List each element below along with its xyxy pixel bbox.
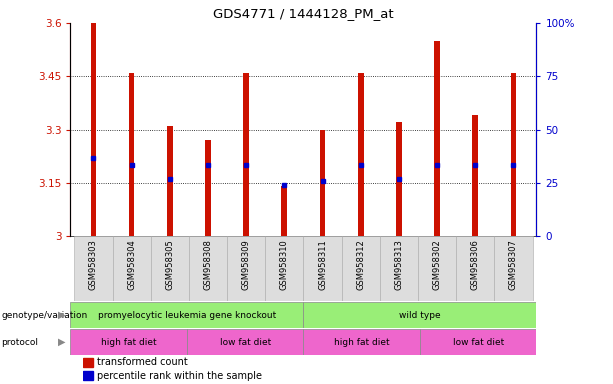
Text: GSM958312: GSM958312 — [356, 239, 365, 290]
Bar — [243, 73, 249, 236]
FancyBboxPatch shape — [227, 236, 265, 301]
Bar — [83, 371, 93, 380]
FancyBboxPatch shape — [113, 236, 151, 301]
Bar — [91, 23, 96, 236]
Text: GSM958309: GSM958309 — [242, 239, 251, 290]
Bar — [129, 73, 134, 236]
Bar — [205, 140, 211, 236]
FancyBboxPatch shape — [303, 329, 420, 355]
FancyBboxPatch shape — [265, 236, 303, 301]
Text: protocol: protocol — [1, 338, 38, 347]
Text: GSM958306: GSM958306 — [471, 239, 480, 290]
FancyBboxPatch shape — [189, 236, 227, 301]
Text: GSM958313: GSM958313 — [394, 239, 403, 290]
Text: promyelocytic leukemia gene knockout: promyelocytic leukemia gene knockout — [98, 311, 276, 320]
FancyBboxPatch shape — [380, 236, 418, 301]
Text: transformed count: transformed count — [97, 358, 188, 367]
FancyBboxPatch shape — [151, 236, 189, 301]
Bar — [511, 73, 516, 236]
Text: wild type: wild type — [399, 311, 441, 320]
Bar — [83, 358, 93, 367]
FancyBboxPatch shape — [70, 302, 303, 328]
Text: ▶: ▶ — [58, 310, 66, 320]
Bar — [319, 130, 326, 236]
FancyBboxPatch shape — [70, 329, 187, 355]
Text: GSM958305: GSM958305 — [166, 239, 174, 290]
FancyBboxPatch shape — [303, 302, 536, 328]
Title: GDS4771 / 1444128_PM_at: GDS4771 / 1444128_PM_at — [213, 7, 394, 20]
FancyBboxPatch shape — [187, 329, 303, 355]
FancyBboxPatch shape — [494, 236, 533, 301]
Text: high fat diet: high fat diet — [334, 338, 389, 347]
Text: GSM958311: GSM958311 — [318, 239, 327, 290]
Bar — [281, 186, 287, 236]
Text: GSM958302: GSM958302 — [433, 239, 441, 290]
Text: low fat diet: low fat diet — [452, 338, 504, 347]
FancyBboxPatch shape — [420, 329, 536, 355]
Text: percentile rank within the sample: percentile rank within the sample — [97, 371, 262, 381]
Text: GSM958304: GSM958304 — [127, 239, 136, 290]
Text: GSM958303: GSM958303 — [89, 239, 98, 290]
Bar — [358, 73, 364, 236]
Text: GSM958310: GSM958310 — [280, 239, 289, 290]
Text: high fat diet: high fat diet — [101, 338, 156, 347]
FancyBboxPatch shape — [74, 236, 113, 301]
Text: low fat diet: low fat diet — [219, 338, 271, 347]
FancyBboxPatch shape — [418, 236, 456, 301]
FancyBboxPatch shape — [456, 236, 494, 301]
Bar — [396, 122, 402, 236]
Text: genotype/variation: genotype/variation — [1, 311, 88, 320]
FancyBboxPatch shape — [341, 236, 380, 301]
Text: ▶: ▶ — [58, 337, 66, 347]
Bar — [473, 115, 478, 236]
FancyBboxPatch shape — [303, 236, 341, 301]
Bar — [434, 41, 440, 236]
Bar — [167, 126, 173, 236]
Text: GSM958308: GSM958308 — [204, 239, 213, 290]
Text: GSM958307: GSM958307 — [509, 239, 518, 290]
